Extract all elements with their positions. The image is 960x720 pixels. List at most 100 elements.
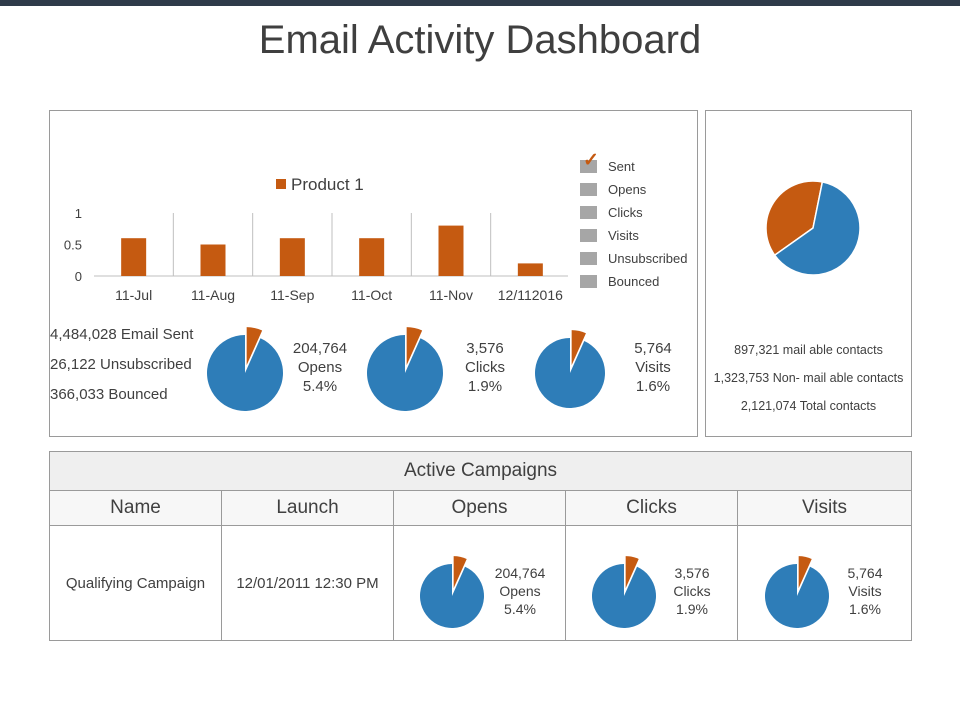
pie-slice-metric <box>625 556 639 589</box>
bar <box>359 238 385 276</box>
col-header-opens[interactable]: Opens <box>393 490 566 526</box>
stat-bounced: 366,033 Bounced <box>50 386 168 403</box>
filter-label: Sent <box>608 159 635 174</box>
email-stats: 4,484,028 Email Sent 26,122 Unsubscribed… <box>50 326 193 416</box>
visits-value: 5,764 <box>634 340 672 357</box>
filter-bounced[interactable]: Bounced <box>580 270 688 293</box>
y-tick-label: 1 <box>75 206 82 221</box>
col-header-name[interactable]: Name <box>49 490 222 526</box>
pie-slice-rest <box>535 338 605 408</box>
checkbox[interactable]: ✓ <box>580 151 599 173</box>
visits-pct: 1.6% <box>849 601 881 617</box>
pie-slice-mailable <box>765 180 824 257</box>
checkbox[interactable] <box>580 206 597 219</box>
visits-pie <box>535 330 605 408</box>
table-opens-pie <box>420 556 484 628</box>
filter-label: Bounced <box>608 274 660 289</box>
pie-slice-non-mailable <box>773 181 861 276</box>
opens-pct: 5.4% <box>302 378 338 395</box>
cell-name: Qualifying Campaign <box>49 525 222 641</box>
visits-pct: 1.6% <box>635 378 671 395</box>
bar <box>200 244 226 276</box>
contacts-mailable: 897,321 mail able contacts <box>734 343 883 357</box>
opens-value: 204,764 <box>292 340 348 357</box>
clicks-value: 3,576 <box>466 340 504 357</box>
clicks-label: Clicks <box>465 359 505 376</box>
clicks-pie <box>367 327 443 411</box>
y-tick-label: 0.5 <box>64 238 82 253</box>
cell-clicks: 3,576 Clicks 1.9% <box>565 525 738 641</box>
visits-label: Visits <box>848 583 882 599</box>
clicks-pct: 1.9% <box>676 601 708 617</box>
active-campaigns-table: Active Campaigns Name Launch Opens Click… <box>49 451 912 641</box>
bar <box>279 238 305 276</box>
pie-slice-rest <box>592 564 656 628</box>
checkbox[interactable] <box>580 275 597 288</box>
opens-value: 204,764 <box>494 565 546 581</box>
stat-unsubscribed: 26,122 Unsubscribed <box>50 356 192 373</box>
filter-sent[interactable]: ✓ Sent <box>580 151 688 178</box>
cell-visits-chart: 5,764 Visits 1.6% <box>739 526 910 640</box>
table-clicks-pie <box>592 556 656 628</box>
filter-unsubscribed[interactable]: Unsubscribed <box>580 247 688 270</box>
col-header-visits[interactable]: Visits <box>737 490 912 526</box>
contacts-total: 2,121,074 Total contacts <box>740 399 877 413</box>
bar <box>517 263 543 276</box>
filter-opens[interactable]: Opens <box>580 178 688 201</box>
filter-label: Visits <box>608 228 639 243</box>
checkbox[interactable] <box>580 183 597 196</box>
cell-launch: 12/01/2011 12:30 PM <box>221 525 394 641</box>
pie-slice-rest <box>765 564 829 628</box>
table-clicks-summary: 3,576 Clicks 1.9% <box>652 564 732 618</box>
legend-label: Product 1 <box>291 175 364 194</box>
bar <box>121 238 147 276</box>
table-row[interactable]: Qualifying Campaign 12/01/2011 12:30 PM … <box>49 525 912 641</box>
pie-slice-rest <box>367 335 443 411</box>
table-title: Active Campaigns <box>49 451 912 491</box>
y-tick-label: 0 <box>75 269 82 284</box>
checkbox[interactable] <box>580 229 597 242</box>
checkbox[interactable] <box>580 252 597 265</box>
clicks-summary: 3,576 Clicks 1.9% <box>440 339 530 396</box>
legend-swatch <box>276 179 286 189</box>
pie-slice-metric <box>246 327 263 366</box>
page-title: Email Activity Dashboard <box>258 18 702 62</box>
pie-slice-metric <box>571 330 586 366</box>
filter-visits[interactable]: Visits <box>580 224 688 247</box>
cell-clicks-chart: 3,576 Clicks 1.9% <box>566 526 737 640</box>
clicks-label: Clicks <box>673 583 711 599</box>
filter-label: Unsubscribed <box>608 251 688 266</box>
opens-pie <box>207 327 283 411</box>
col-header-clicks[interactable]: Clicks <box>565 490 738 526</box>
x-tick-label: 12/112016 <box>498 287 563 303</box>
pie-slice-rest <box>207 335 283 411</box>
bar-legend: Product 1 <box>276 175 364 195</box>
x-tick-label: 11-Aug <box>191 287 235 303</box>
opens-pct: 5.4% <box>504 601 536 617</box>
pie-slice-metric <box>453 556 467 589</box>
clicks-pct: 1.9% <box>467 378 503 395</box>
clicks-value: 3,576 <box>674 565 710 581</box>
pie-slice-metric <box>406 327 423 366</box>
visits-value: 5,764 <box>847 565 883 581</box>
filter-label: Clicks <box>608 205 643 220</box>
contacts-pie <box>765 180 861 276</box>
filter-label: Opens <box>608 182 647 197</box>
contacts-panel: 897,321 mail able contacts 1,323,753 Non… <box>705 110 912 437</box>
filter-clicks[interactable]: Clicks <box>580 201 688 224</box>
stat-sent: 4,484,028 Email Sent <box>50 326 194 343</box>
pie-slice-metric <box>798 556 812 589</box>
cell-opens: 204,764 Opens 5.4% <box>393 525 566 641</box>
x-tick-label: 11-Sep <box>270 287 314 303</box>
email-activity-panel: Product 1 0 0.5 1 11-Jul 11-Aug 11-Sep 11-Oct 1… <box>49 110 698 437</box>
col-header-launch[interactable]: Launch <box>221 490 394 526</box>
bar <box>438 225 464 276</box>
visits-label: Visits <box>635 359 671 376</box>
opens-label: Opens <box>499 583 541 599</box>
table-visits-pie <box>765 556 829 628</box>
top-accent-bar <box>0 0 960 6</box>
bar-chart: 0 0.5 1 11-Jul 11-Aug 11-Sep 11-Oct 11-Nov 12/11… <box>64 206 568 303</box>
visits-summary: 5,764 Visits 1.6% <box>608 339 698 396</box>
x-tick-label: 11-Nov <box>429 287 473 303</box>
cell-visits: 5,764 Visits 1.6% <box>737 525 912 641</box>
